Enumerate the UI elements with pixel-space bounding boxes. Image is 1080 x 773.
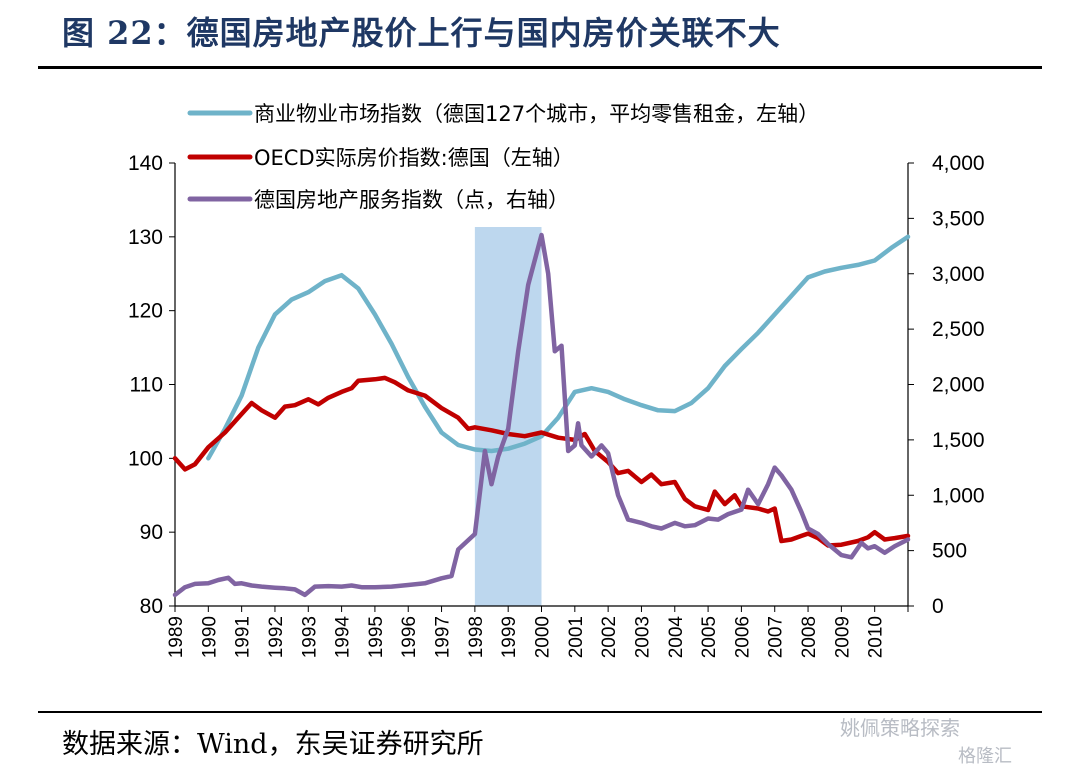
watermark-text: 姚佩策略探索 — [840, 716, 960, 740]
right-tick-label: 2,500 — [932, 318, 985, 341]
x-tick-label: 1999 — [499, 616, 520, 658]
x-tick-label: 1993 — [299, 616, 320, 658]
left-tick-label: 120 — [128, 300, 163, 323]
x-tick-label: 1995 — [366, 616, 387, 658]
source-note: 数据来源：Wind，东吴证券研究所 — [62, 729, 484, 760]
right-tick-label: 1,000 — [932, 484, 985, 507]
x-tick-label: 2000 — [533, 616, 554, 658]
x-tick-label: 2008 — [799, 616, 820, 658]
right-tick-label: 3,000 — [932, 263, 985, 286]
x-tick-label: 1990 — [199, 616, 220, 658]
left-tick-label: 90 — [140, 521, 163, 544]
series-lines-layer — [172, 232, 911, 598]
x-tick-label: 2004 — [666, 616, 687, 659]
x-tick-label: 1992 — [266, 616, 287, 658]
watermark-logo-text: 格隆汇 — [958, 746, 1012, 767]
axes-layer: 80 90 100 110 120 130 140 0 500 1,000 1,500 2,000 2,… — [128, 152, 985, 658]
legend-label-3: 德国房地产服务指数（点，右轴） — [254, 188, 569, 212]
chart-title: 图 22：德国房地产股价上行与国内房价关联不大 — [62, 14, 781, 52]
title-divider — [38, 66, 1042, 69]
left-tick-label: 100 — [128, 447, 163, 470]
right-tick-label: 500 — [932, 540, 967, 563]
x-tick-label: 1996 — [399, 616, 420, 658]
x-tick-label: 2001 — [566, 616, 587, 658]
x-tick-label: 1991 — [233, 616, 254, 658]
x-tick-label: 1998 — [466, 616, 487, 658]
x-tick-label: 2010 — [866, 616, 887, 658]
left-tick-label: 110 — [130, 374, 163, 397]
right-tick-label: 1,500 — [932, 429, 985, 452]
legend: 商业物业市场指数（德国127个城市，平均零售租金，左轴） OECD实际房价指数:德… — [187, 102, 819, 212]
x-tick-label: 2005 — [699, 616, 720, 658]
x-tick-label: 1994 — [333, 616, 354, 659]
source-divider — [38, 711, 1042, 713]
x-tick-label: 2009 — [832, 616, 853, 658]
right-tick-label: 2,000 — [932, 374, 985, 397]
left-tick-label: 130 — [128, 226, 163, 249]
legend-label-2: OECD实际房价指数:德国（左轴） — [254, 146, 574, 170]
right-tick-label: 0 — [932, 595, 944, 618]
left-tick-label: 80 — [140, 595, 163, 618]
x-tick-label: 1997 — [433, 616, 454, 658]
series-line-3 — [172, 232, 911, 598]
left-tick-label: 140 — [128, 152, 163, 175]
x-tick-label: 2002 — [599, 616, 620, 658]
x-tick-label: 1989 — [166, 616, 187, 658]
series-line-1 — [206, 234, 911, 461]
x-tick-label: 2003 — [632, 616, 653, 658]
right-tick-label: 4,000 — [932, 152, 985, 175]
x-tick-label: 2006 — [732, 616, 753, 658]
x-tick-label: 2007 — [766, 616, 787, 658]
right-tick-label: 3,500 — [932, 207, 985, 230]
legend-label-1: 商业物业市场指数（德国127个城市，平均零售租金，左轴） — [254, 102, 819, 126]
